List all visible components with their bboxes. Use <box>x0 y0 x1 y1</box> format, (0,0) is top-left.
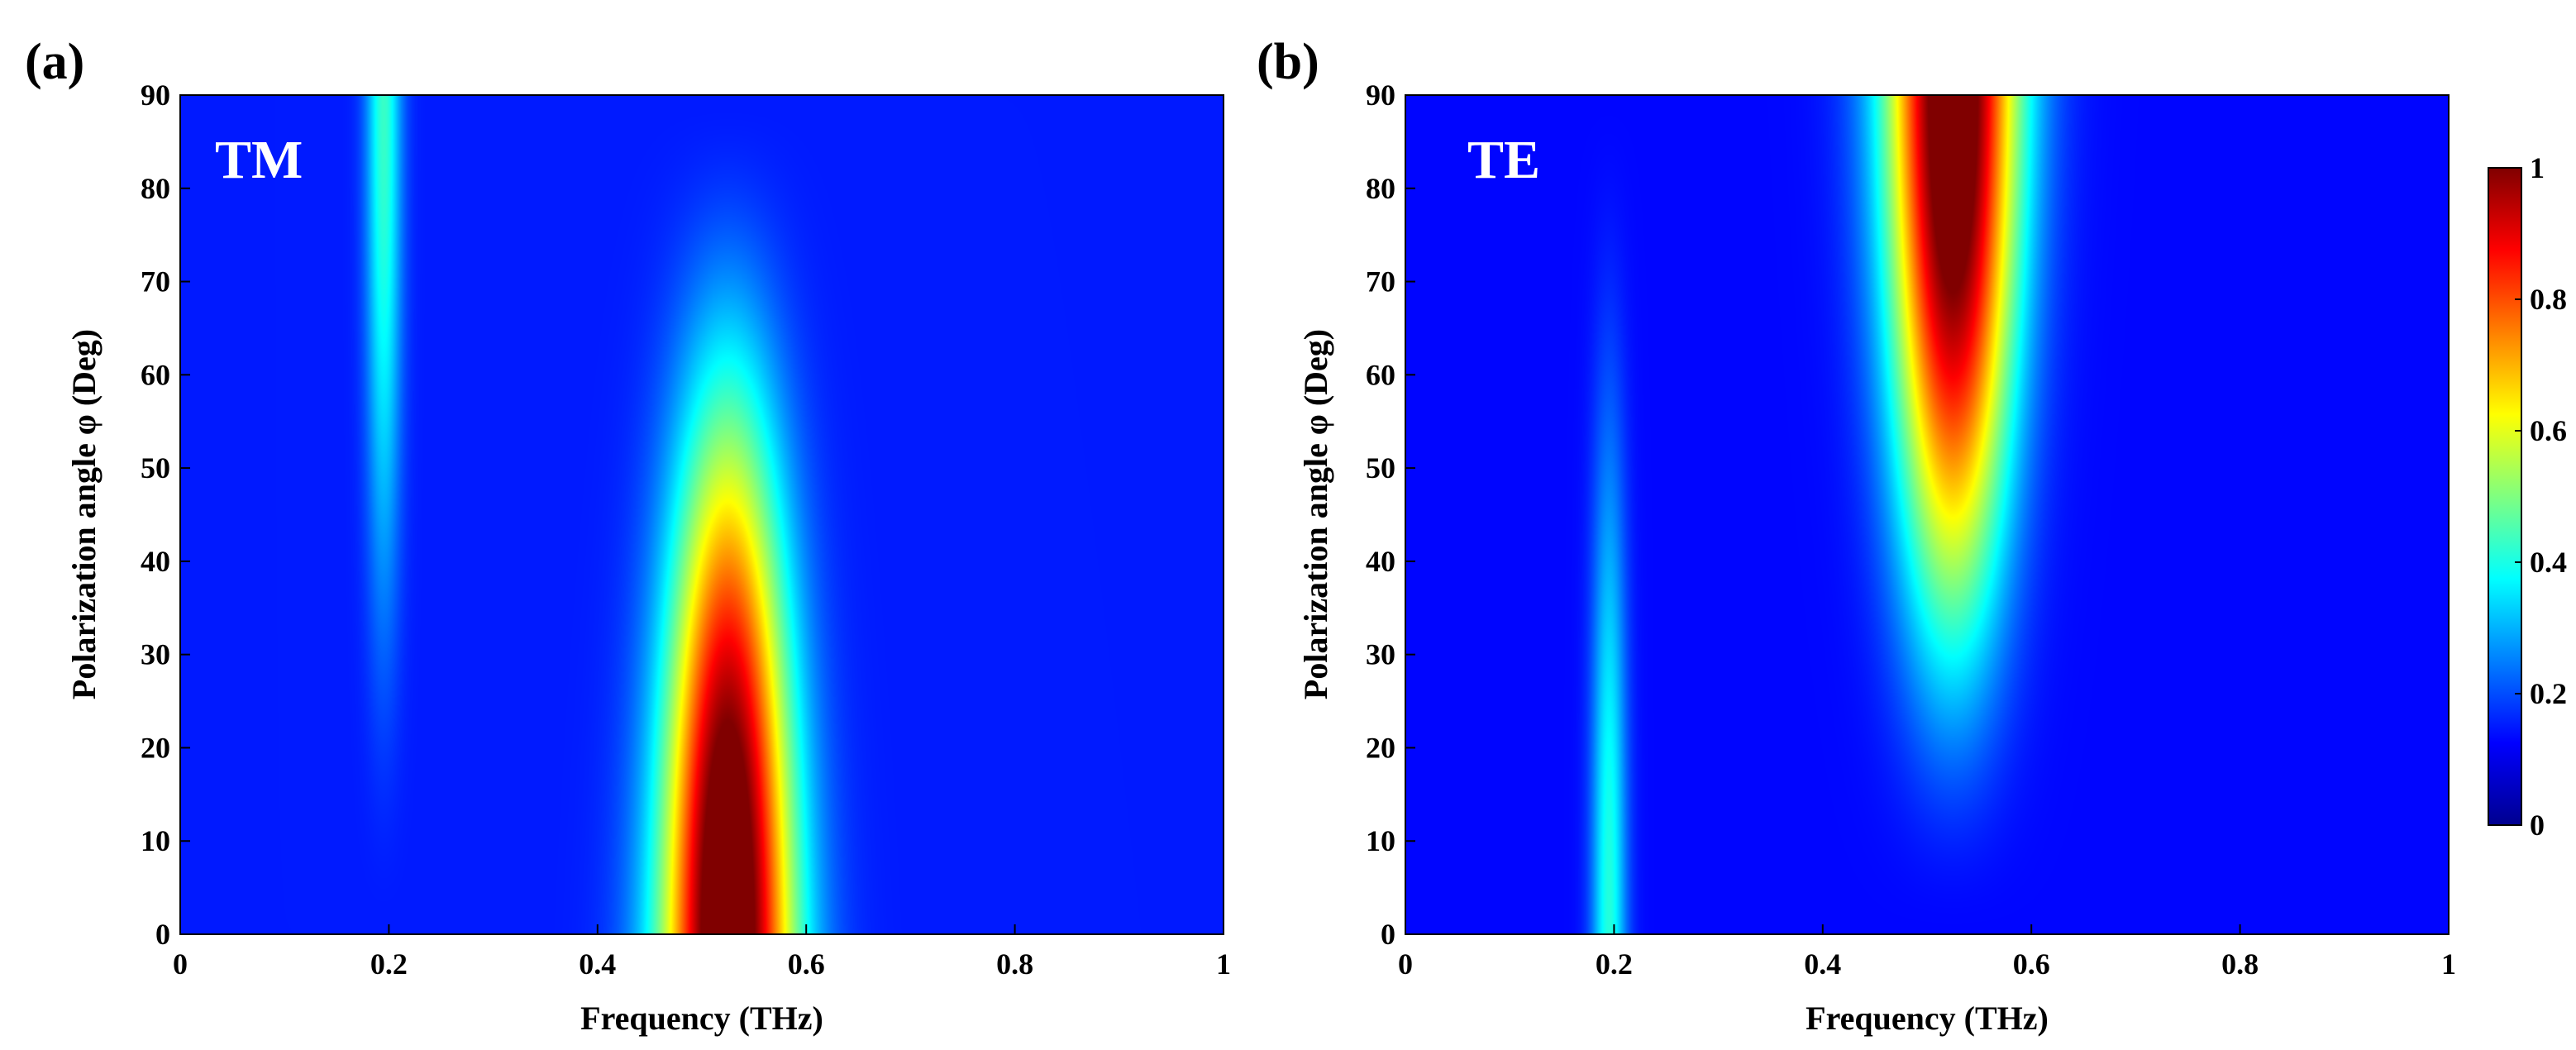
panel-b-y-tick-label: 70 <box>1366 265 1395 298</box>
panel-a-x-tick-label: 0 <box>173 947 188 981</box>
panel-b-y-tick-label: 90 <box>1366 79 1395 112</box>
panel-a-y-tick-label: 20 <box>141 731 170 764</box>
panel-a-frame <box>179 94 1224 935</box>
panel-b-x-tick-label: 1 <box>2441 947 2456 981</box>
panel-b-x-tick-label: 0.2 <box>1596 947 1633 981</box>
colorbar-tick-label: 0.2 <box>2530 677 2567 710</box>
panel-a-y-tick-label: 80 <box>141 172 170 205</box>
colorbar-gradient <box>2488 167 2522 826</box>
colorbar-tick-label: 0.8 <box>2530 283 2567 316</box>
panel-a-label: (a) <box>25 34 84 90</box>
panel-b-x-tick-label: 0.4 <box>1804 947 1841 981</box>
panel-a-x-axis-label: Frequency (THz) <box>580 1000 823 1037</box>
panel-b-y-tick-label: 20 <box>1366 731 1395 764</box>
panel-b-x-tick-label: 0.8 <box>2221 947 2259 981</box>
panel-b-y-tick-label: 80 <box>1366 172 1395 205</box>
panel-a-y-tick-label: 0 <box>155 918 170 951</box>
panel-b-plot-area <box>1405 95 2449 934</box>
colorbar: 0 0.2 0.4 0.6 0.8 1 <box>2488 151 2567 842</box>
panel-b-y-tick-label: 10 <box>1366 824 1395 857</box>
colorbar-tick-label: 0 <box>2530 809 2545 842</box>
panel-a-y-axis-label: Polarization angle φ (Deg) <box>65 329 103 699</box>
panel-b-y-tick-label: 30 <box>1366 638 1395 671</box>
panel-a-x-tick-label: 0.6 <box>788 947 825 981</box>
panel-a-x-tick-label: 0.4 <box>579 947 616 981</box>
panel-b-y-tick-label: 40 <box>1366 545 1395 578</box>
panel-a-y-tick-label: 50 <box>141 451 170 484</box>
panel-a-plot-area <box>180 95 1224 934</box>
panel-b-label: (b) <box>1257 34 1319 90</box>
panel-b-x-tick-label: 0 <box>1398 947 1413 981</box>
panel-a-y-tick-label: 60 <box>141 358 170 391</box>
panel-a-y-tick-label: 90 <box>141 79 170 112</box>
colorbar-tick-label: 1 <box>2530 151 2545 184</box>
panel-b-y-axis-label: Polarization angle φ (Deg) <box>1297 329 1334 699</box>
panel-a-y-tick-label: 70 <box>141 265 170 298</box>
panel-b-frame <box>1405 94 2450 935</box>
panel-b-y-tick-label: 60 <box>1366 358 1395 391</box>
panel-b-heatmap: (b) TE 0 0.2 0.4 0.6 0.8 10102030405060708090… <box>1257 34 2456 1037</box>
colorbar-tick-label: 0.4 <box>2530 546 2567 579</box>
colorbar-ticks: 0 0.2 0.4 0.6 0.8 1 <box>2515 151 2567 842</box>
colorbar-tick-label: 0.6 <box>2530 414 2567 447</box>
panel-b-y-tick-label: 0 <box>1381 918 1395 951</box>
panel-b-y-tick-label: 50 <box>1366 451 1395 484</box>
panel-b-mode-label: TE <box>1467 130 1540 190</box>
panel-a-x-tick-label: 0.8 <box>996 947 1033 981</box>
panel-a-heatmap: (a) TM 0 0.2 0.4 0.6 0.8 10102030405060708090… <box>25 34 1231 1037</box>
panel-a-y-tick-label: 10 <box>141 824 170 857</box>
panel-a-x-tick-label: 1 <box>1216 947 1231 981</box>
panel-a-x-tick-label: 0.2 <box>370 947 408 981</box>
panel-b-x-tick-label: 0.6 <box>2013 947 2050 981</box>
panel-a-y-tick-label: 40 <box>141 545 170 578</box>
panel-a-mode-label: TM <box>215 130 303 190</box>
panel-a-y-tick-label: 30 <box>141 638 170 671</box>
panel-b-x-axis-label: Frequency (THz) <box>1806 1000 2049 1037</box>
